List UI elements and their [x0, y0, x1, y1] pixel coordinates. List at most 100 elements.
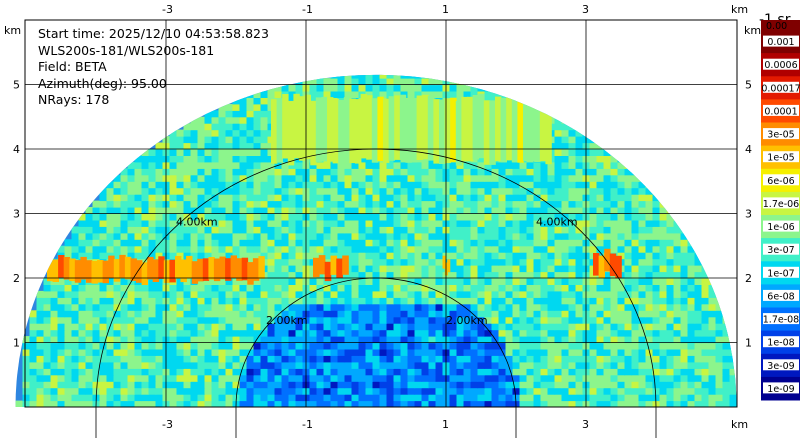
range-ring [235, 277, 517, 438]
backscatter-cell [351, 336, 360, 344]
backscatter-cell [547, 226, 556, 234]
backscatter-cell [680, 297, 689, 305]
backscatter-cell [414, 387, 423, 395]
backscatter-cell [71, 310, 80, 318]
backscatter-cell [225, 245, 234, 253]
backscatter-cell [547, 194, 556, 202]
backscatter-cell [197, 181, 206, 189]
backscatter-cell [204, 284, 213, 292]
start-time-text: Start time: 2025/12/10 04:53:58.823 [38, 26, 269, 41]
backscatter-cell [449, 374, 458, 382]
backscatter-cell [708, 303, 717, 311]
backscatter-cell [393, 239, 402, 247]
range-ring-label: 2.00km [446, 314, 488, 327]
backscatter-cell [113, 252, 122, 260]
backscatter-cell [575, 161, 584, 169]
backscatter-cell [372, 74, 381, 79]
backscatter-cell [547, 355, 556, 363]
backscatter-cell [176, 181, 185, 189]
backscatter-cell [225, 136, 234, 144]
backscatter-cell [253, 136, 262, 144]
backscatter-cell [106, 361, 115, 369]
backscatter-cell [218, 155, 227, 163]
aerosol_layer-cell [202, 258, 210, 281]
backscatter-cell [365, 323, 374, 331]
backscatter-cell [645, 245, 654, 253]
backscatter-cell [596, 187, 605, 195]
backscatter-cell [316, 323, 325, 331]
backscatter-cell [106, 387, 115, 395]
backscatter-cell [120, 207, 129, 214]
elevated_layer-cell [416, 95, 423, 160]
backscatter-cell [596, 310, 605, 318]
backscatter-cell [547, 329, 556, 337]
backscatter-cell [666, 271, 675, 279]
backscatter-cell [183, 161, 192, 169]
backscatter-cell [183, 329, 192, 337]
backscatter-cell [722, 368, 731, 376]
backscatter-cell [211, 323, 220, 331]
backscatter-cell [407, 323, 416, 331]
backscatter-cell [190, 387, 199, 395]
backscatter-cell [337, 336, 346, 344]
backscatter-cell [484, 161, 493, 169]
backscatter-cell [722, 387, 731, 395]
backscatter-cell [477, 297, 486, 305]
backscatter-cell [645, 252, 654, 260]
backscatter-cell [176, 381, 185, 389]
backscatter-cell [197, 194, 206, 202]
backscatter-cell [568, 258, 577, 266]
backscatter-cell [85, 323, 94, 331]
backscatter-cell [176, 336, 185, 344]
backscatter-cell [400, 213, 409, 221]
backscatter-cell [463, 290, 472, 298]
backscatter-cell [169, 213, 178, 221]
backscatter-cell [435, 342, 444, 350]
backscatter-cell [624, 374, 633, 382]
backscatter-cell [169, 348, 178, 356]
backscatter-cell [232, 161, 241, 169]
backscatter-cell [659, 297, 668, 305]
backscatter-cell [134, 174, 143, 182]
backscatter-cell [603, 194, 612, 202]
backscatter-cell [169, 303, 178, 311]
backscatter-cell [155, 155, 164, 163]
backscatter-cell [253, 252, 262, 260]
backscatter-cell [120, 323, 129, 331]
backscatter-cell [85, 290, 94, 298]
backscatter-cell [575, 316, 584, 324]
backscatter-cell [330, 394, 339, 402]
backscatter-cell [554, 387, 563, 395]
backscatter-cell [155, 207, 164, 214]
elevated_layer-cell [539, 96, 547, 162]
backscatter-cell [225, 310, 234, 318]
backscatter-cell [281, 245, 290, 253]
backscatter-cell [477, 374, 486, 382]
backscatter-cell [512, 348, 521, 356]
backscatter-cell [687, 265, 696, 273]
backscatter-cell [106, 368, 115, 376]
backscatter-cell [379, 252, 388, 260]
backscatter-cell [267, 161, 276, 169]
backscatter-cell [351, 290, 360, 298]
elevated_layer-cell [472, 95, 479, 160]
backscatter-cell [470, 355, 479, 363]
backscatter-cell [708, 329, 717, 337]
backscatter-cell [155, 387, 164, 395]
backscatter-cell [428, 329, 437, 337]
backscatter-cell [596, 226, 605, 234]
aerosol_layer-cell [236, 258, 243, 281]
backscatter-cell [554, 161, 563, 169]
backscatter-cell [435, 316, 444, 324]
backscatter-cell [239, 226, 248, 234]
backscatter-cell [218, 400, 227, 407]
backscatter-cell [372, 168, 381, 176]
backscatter-cell [197, 239, 206, 247]
x-tick-label: -3 [162, 3, 173, 16]
backscatter-cell [456, 245, 465, 253]
backscatter-cell [232, 232, 241, 240]
backscatter-cell [225, 329, 234, 337]
backscatter-cell [505, 168, 514, 176]
backscatter-cell [680, 336, 689, 344]
backscatter-cell [470, 381, 479, 389]
